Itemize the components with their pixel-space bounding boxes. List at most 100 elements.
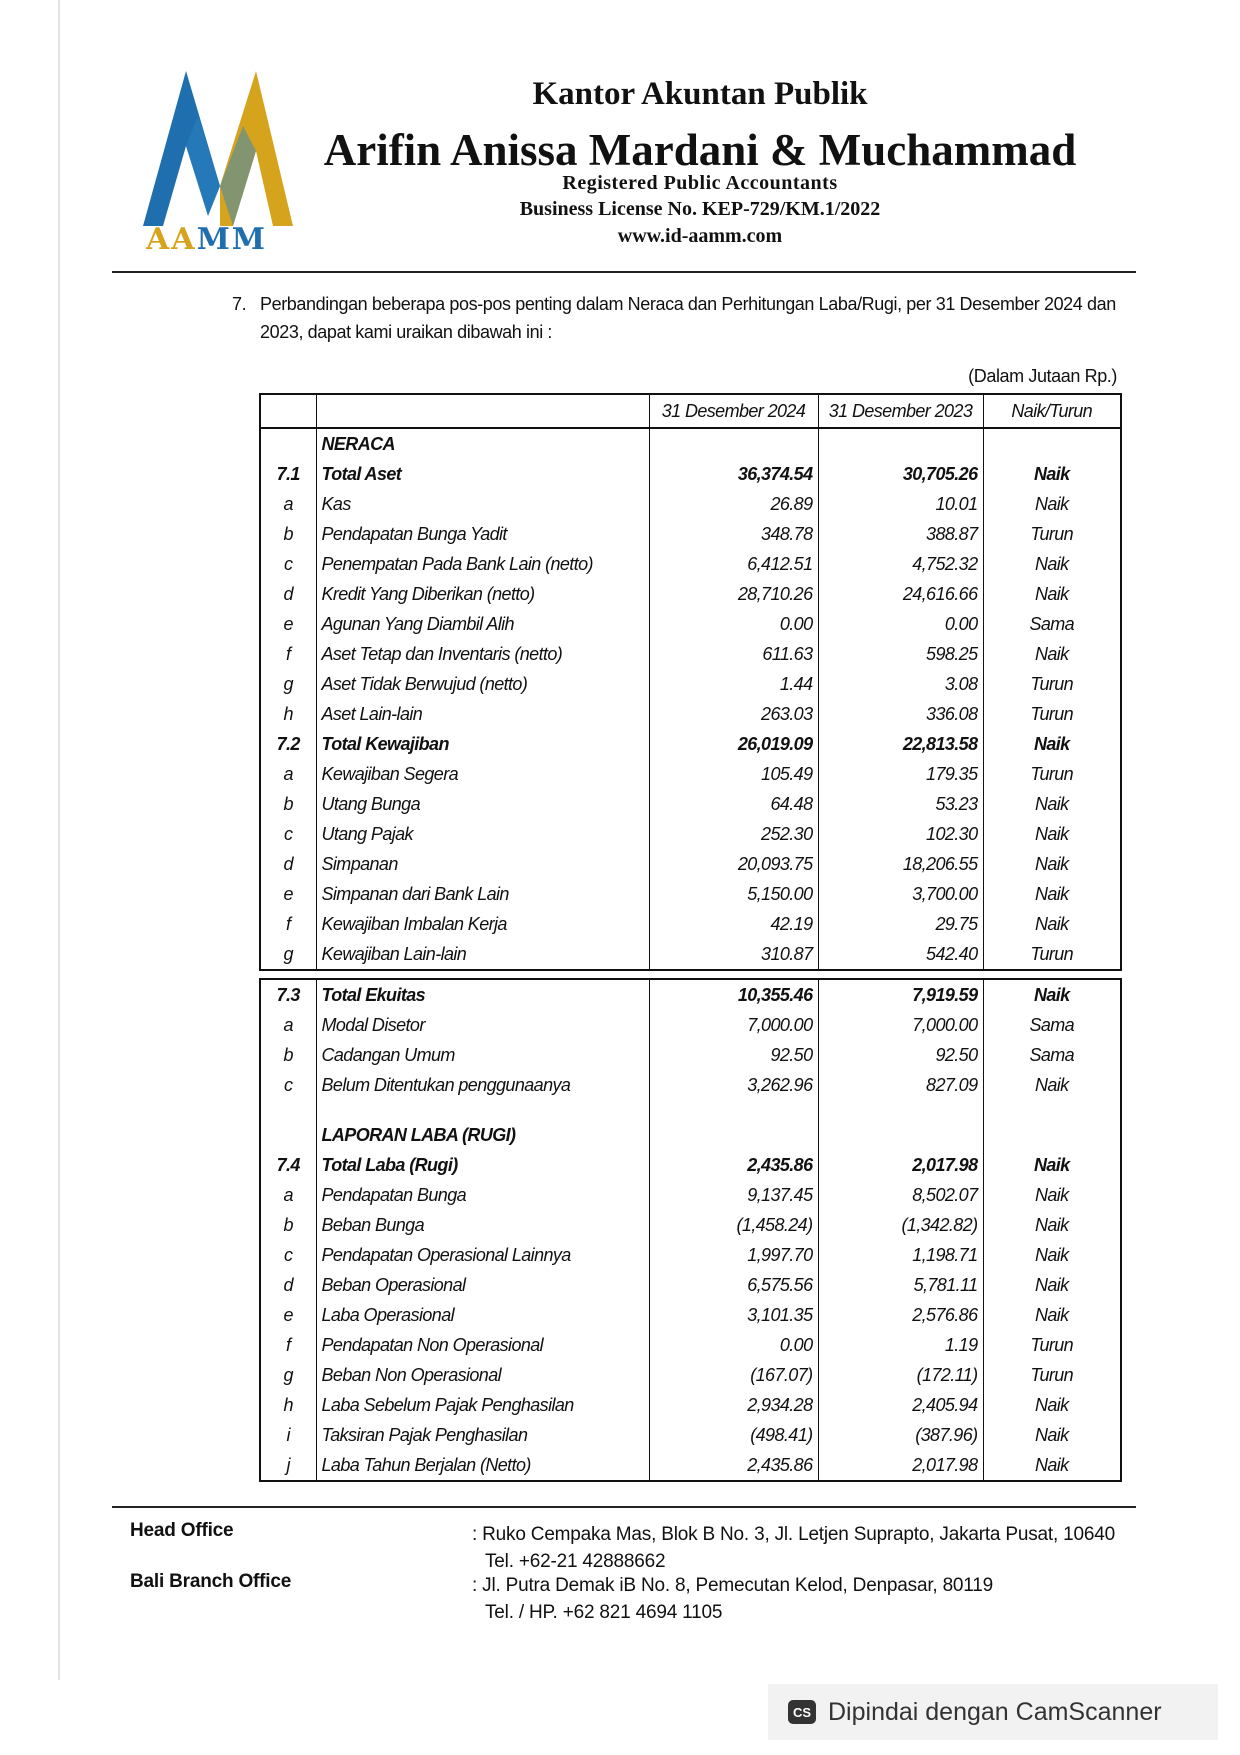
col-item (316, 394, 650, 429)
value-2024: 42.19 (649, 909, 819, 939)
row-label: Total Kewajiban (316, 729, 650, 759)
row-number: c (260, 1070, 317, 1100)
table-row: i Taksiran Pajak Penghasilan (498.41) (387.… (260, 1420, 1122, 1450)
row-number: d (260, 1270, 317, 1300)
value-2023 (818, 428, 984, 459)
value-2023: 7,000.00 (818, 1010, 984, 1040)
row-number: 7.4 (260, 1150, 317, 1180)
table-row: c Utang Pajak 252.30 102.30 Naik (260, 819, 1122, 849)
table-row: c Belum Ditentukan penggunaanya 3,262.96 82… (260, 1070, 1122, 1100)
row-number: h (260, 699, 317, 729)
trend: Naik (983, 549, 1122, 579)
value-2024: 5,150.00 (649, 879, 819, 909)
col-2023: 31 Desember 2023 (818, 394, 984, 429)
table-row: b Beban Bunga (1,458.24) (1,342.82) Naik (260, 1210, 1122, 1240)
table-row: b Pendapatan Bunga Yadit 348.78 388.87 Turun (260, 519, 1122, 549)
empty-cell (316, 1100, 650, 1120)
value-2024: 10,355.46 (649, 979, 819, 1010)
col-2024: 31 Desember 2024 (649, 394, 819, 429)
row-label: Total Aset (316, 459, 650, 489)
value-2023: 30,705.26 (818, 459, 984, 489)
trend: Naik (983, 1300, 1122, 1330)
table-row: b Utang Bunga 64.48 53.23 Naik (260, 789, 1122, 819)
camscanner-icon: CS (788, 1700, 816, 1724)
trend (983, 1120, 1122, 1150)
bali-office-label: Bali Branch Office (130, 1571, 292, 1592)
row-number: b (260, 519, 317, 549)
camscanner-text: Dipindai dengan CamScanner (828, 1697, 1162, 1726)
row-number: j (260, 1450, 317, 1481)
value-2024: 105.49 (649, 759, 819, 789)
bali-office-address: : Jl. Putra Demak iB No. 8, Pemecutan Ke… (472, 1575, 993, 1596)
trend: Turun (983, 759, 1122, 789)
value-2023: 1,198.71 (818, 1240, 984, 1270)
value-2024: 348.78 (649, 519, 819, 549)
row-label: Pendapatan Operasional Lainnya (316, 1240, 650, 1270)
row-number (260, 1120, 317, 1150)
row-number: a (260, 759, 317, 789)
value-2024: 20,093.75 (649, 849, 819, 879)
value-2023: 388.87 (818, 519, 984, 549)
row-number: g (260, 939, 317, 970)
row-label: Total Laba (Rugi) (316, 1150, 650, 1180)
row-label: Beban Bunga (316, 1210, 650, 1240)
value-2024: 28,710.26 (649, 579, 819, 609)
row-label: Kewajiban Imbalan Kerja (316, 909, 650, 939)
table-row: LAPORAN LABA (RUGI) (260, 1120, 1122, 1150)
row-number: b (260, 789, 317, 819)
intro-paragraph: 7. Perbandingan beberapa pos-pos penting… (232, 290, 1122, 346)
table-row: b Cadangan Umum 92.50 92.50 Sama (260, 1040, 1122, 1070)
row-number: b (260, 1040, 317, 1070)
value-2024 (649, 1120, 819, 1150)
value-2024: (498.41) (649, 1420, 819, 1450)
value-2023: 92.50 (818, 1040, 984, 1070)
trend: Naik (983, 1420, 1122, 1450)
row-label: Belum Ditentukan penggunaanya (316, 1070, 650, 1100)
balance-sheet-table: 31 Desember 2024 31 Desember 2023 Naik/T… (259, 393, 1122, 971)
row-label: Simpanan (316, 849, 650, 879)
table-row: NERACA (260, 428, 1122, 459)
empty-cell (260, 1100, 317, 1120)
row-number: a (260, 489, 317, 519)
head-office-label: Head Office (130, 1520, 234, 1541)
value-2023: 22,813.58 (818, 729, 984, 759)
trend: Turun (983, 669, 1122, 699)
row-label: Kredit Yang Diberikan (netto) (316, 579, 650, 609)
firm-name: Arifin Anissa Mardani & Muchammad (323, 125, 1077, 175)
table-row: e Simpanan dari Bank Lain 5,150.00 3,700.00… (260, 879, 1122, 909)
row-number: 7.3 (260, 979, 317, 1010)
table-row: d Beban Operasional 6,575.56 5,781.11 Naik (260, 1270, 1122, 1300)
value-2023: 542.40 (818, 939, 984, 970)
row-number: a (260, 1010, 317, 1040)
trend: Naik (983, 1390, 1122, 1420)
bali-office-tel: Tel. / HP. +62 821 4694 1105 (485, 1602, 723, 1623)
camscanner-watermark: CS Dipindai dengan CamScanner (768, 1684, 1218, 1740)
footer-divider (112, 1506, 1136, 1508)
trend: Naik (983, 1240, 1122, 1270)
row-label: Aset Tidak Berwujud (netto) (316, 669, 650, 699)
row-number: f (260, 639, 317, 669)
table-row: f Kewajiban Imbalan Kerja 42.19 29.75 Naik (260, 909, 1122, 939)
row-label: Beban Operasional (316, 1270, 650, 1300)
value-2023: 7,919.59 (818, 979, 984, 1010)
trend: Naik (983, 1070, 1122, 1100)
header-divider (112, 271, 1136, 273)
value-2024: (167.07) (649, 1360, 819, 1390)
table-row: 7.2 Total Kewajiban 26,019.09 22,813.58 Naik (260, 729, 1122, 759)
spacer-row (260, 1100, 1122, 1120)
row-number: h (260, 1390, 317, 1420)
row-number: g (260, 669, 317, 699)
table-row: f Pendapatan Non Operasional 0.00 1.19 Turun (260, 1330, 1122, 1360)
value-2023: 102.30 (818, 819, 984, 849)
table-row: j Laba Tahun Berjalan (Netto) 2,435.86 2,01… (260, 1450, 1122, 1481)
value-2024: 0.00 (649, 609, 819, 639)
row-label: Utang Bunga (316, 789, 650, 819)
table-row: g Aset Tidak Berwujud (netto) 1.44 3.08 Turu… (260, 669, 1122, 699)
row-label: Modal Disetor (316, 1010, 650, 1040)
value-2024: 2,934.28 (649, 1390, 819, 1420)
value-2023: 598.25 (818, 639, 984, 669)
value-2024: 2,435.86 (649, 1450, 819, 1481)
row-number: e (260, 609, 317, 639)
table-row: h Laba Sebelum Pajak Penghasilan 2,934.28 2… (260, 1390, 1122, 1420)
trend: Naik (983, 1150, 1122, 1180)
